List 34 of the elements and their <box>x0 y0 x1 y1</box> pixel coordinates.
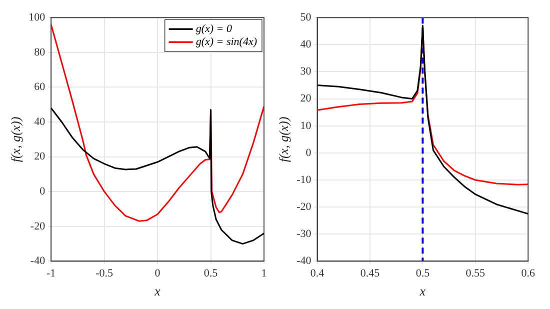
y-tick-label: 0 <box>40 185 46 198</box>
y-tick-label: 50 <box>300 11 312 24</box>
y-tick-label: 80 <box>34 46 46 58</box>
y-tick-label: -30 <box>296 228 312 240</box>
x-tick-label: -0.5 <box>96 268 114 280</box>
x-tick-label: 0 <box>154 268 161 280</box>
y-tick-label: -10 <box>296 174 312 186</box>
x-axis-title: x <box>154 284 161 299</box>
y-tick-label: 40 <box>300 38 312 51</box>
legend-label: g(x) = 0 <box>196 22 232 35</box>
x-tick-label: 0.6 <box>521 268 536 280</box>
x-tick-label: 0.55 <box>466 268 486 280</box>
y-tick-label: 40 <box>34 116 46 128</box>
x-tick-label: 0.4 <box>310 268 325 280</box>
y-tick-label: -20 <box>30 220 46 232</box>
y-tick-label: 60 <box>34 81 46 94</box>
y-tick-label: 20 <box>300 92 312 105</box>
y-tick-label: 0 <box>306 146 312 159</box>
y-tick-label: -40 <box>296 255 312 268</box>
y-tick-label: 10 <box>300 120 312 132</box>
y-tick-label: 20 <box>34 150 46 163</box>
x-axis-title: x <box>418 284 426 299</box>
x-tick-label: 0.5 <box>416 268 430 280</box>
y-tick-label: 100 <box>28 11 46 24</box>
x-tick-label: 0.5 <box>204 268 218 280</box>
x-tick-label: 0.45 <box>360 268 380 280</box>
y-axis-title: f(x, g(x)) <box>8 116 24 162</box>
x-tick-label: -1 <box>46 268 56 280</box>
y-tick-label: -20 <box>296 200 312 213</box>
y-tick-label: -40 <box>30 255 46 268</box>
y-axis-title: f(x, g(x)) <box>276 116 292 162</box>
legend-label: g(x) = sin(4x) <box>196 36 258 48</box>
x-tick-label: 1 <box>261 268 267 280</box>
y-tick-label: 30 <box>300 66 312 78</box>
